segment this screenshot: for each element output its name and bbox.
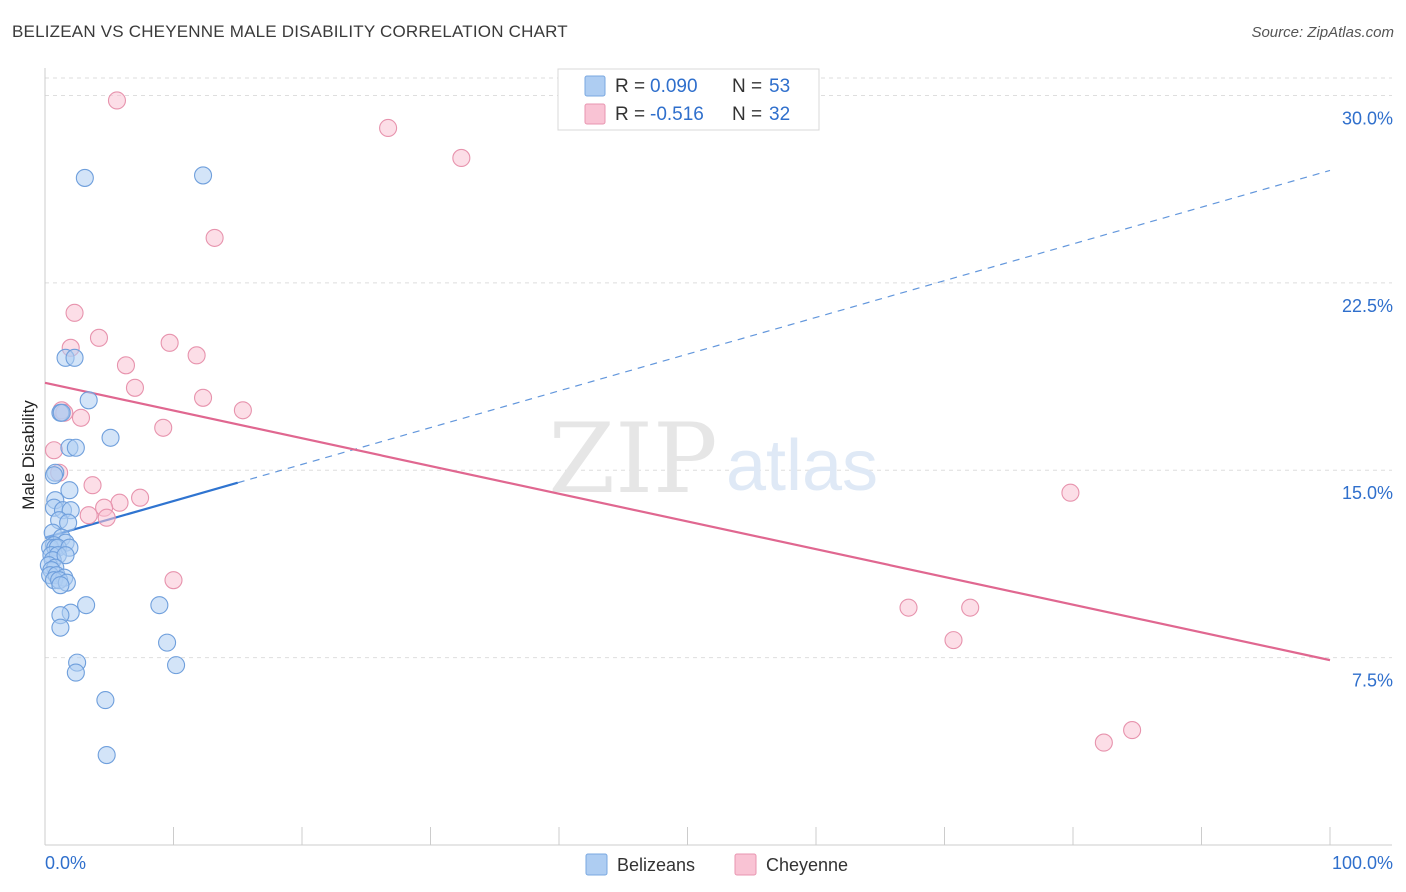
belizeans-point [101,428,120,447]
cheyenne-point [1123,721,1142,740]
y-tick-label: 15.0% [1342,483,1393,503]
cheyenne-point [1094,733,1113,752]
legend-label-belizeans: Belizeans [617,855,695,875]
legend-n-value: 53 [769,76,790,97]
cheyenne-point [899,598,918,617]
cheyenne-point [961,598,980,617]
legend-n-value: 32 [769,104,790,125]
legend-r-value: 0.090 [650,76,698,97]
cheyenne-point [97,508,116,527]
belizeans-point [56,546,75,565]
belizeans-point [77,596,96,615]
cheyenne-point [125,378,144,397]
chart-title: BELIZEAN VS CHEYENNE MALE DISABILITY COR… [12,22,568,41]
cheyenne-point [83,476,102,495]
source-label: Source: ZipAtlas.com [1251,24,1394,41]
cheyenne-point [131,488,150,507]
belizeans-point [97,746,116,765]
belizeans-point [60,481,79,500]
cheyenne-trend-line [44,381,1331,662]
series-legend: Belizeans Cheyenne [585,853,848,876]
belizeans-point [79,391,98,410]
belizeans-point [59,513,78,532]
belizeans-point [66,438,85,457]
cheyenne-point [160,333,179,352]
belizeans-point [65,348,84,367]
cheyenne-point [944,631,963,650]
legend-swatch-belizeans [585,853,608,876]
legend-r-label: R = [615,104,645,125]
cheyenne-point [65,303,84,322]
belizeans-point [150,596,169,615]
belizeans-point [75,168,94,187]
cheyenne-point [79,506,98,525]
cheyenne-point [194,388,213,407]
y-tick-label: 30.0% [1342,108,1393,128]
belizeans-point [158,633,177,652]
belizeans-point [194,166,213,185]
cheyenne-point [71,408,91,427]
legend-label-cheyenne: Cheyenne [766,855,848,875]
belizeans-point [66,663,85,682]
belizeans-point [51,618,70,637]
trend-lines [44,169,1331,662]
watermark: ZIP atlas [548,403,878,515]
axes [44,68,1392,846]
belizeans-point [167,656,186,675]
cheyenne-point [116,356,136,375]
cheyenne-point [107,91,127,110]
belizeans-trend-line [44,481,239,539]
legend-r-value: -0.516 [650,104,704,125]
legend-swatch-cheyenne [584,103,606,125]
cheyenne-point [205,228,224,247]
belizeans-point [44,466,64,485]
cheyenne-point [187,346,206,365]
cheyenne-point [233,401,252,420]
belizeans-point [96,691,115,710]
belizeans-point [51,576,70,595]
legend-n-label: N = [732,104,762,125]
cheyenne-point [452,148,471,167]
y-tick-label: 22.5% [1342,296,1393,316]
cheyenne-point [164,571,183,590]
cheyenne-point [110,493,129,512]
correlation-legend: R = 0.090 N = 53 R = -0.516 N = 32 [557,68,820,131]
cheyenne-point [154,418,173,437]
watermark-zip: ZIP [548,403,717,515]
watermark-atlas: atlas [726,426,878,506]
grid-lines [45,77,1392,659]
belizeans-point [52,403,71,422]
x-tick-label: 0.0% [45,853,86,873]
legend-swatch-belizeans [584,75,606,97]
y-axis-label: Male Disability [19,400,38,510]
cheyenne-point [89,328,109,347]
cheyenne-point [379,118,398,138]
legend-swatch-cheyenne [734,853,757,876]
legend-r-label: R = [615,76,645,97]
data-points [39,91,1142,765]
x-tick-label: 100.0% [1332,853,1393,873]
y-tick-label: 7.5% [1352,671,1393,691]
legend-n-label: N = [732,76,762,97]
tick-labels: 7.5% 15.0% 22.5% 30.0% 0.0% 100.0% [45,108,1393,873]
cheyenne-point [44,441,64,460]
cheyenne-point [1061,483,1080,502]
